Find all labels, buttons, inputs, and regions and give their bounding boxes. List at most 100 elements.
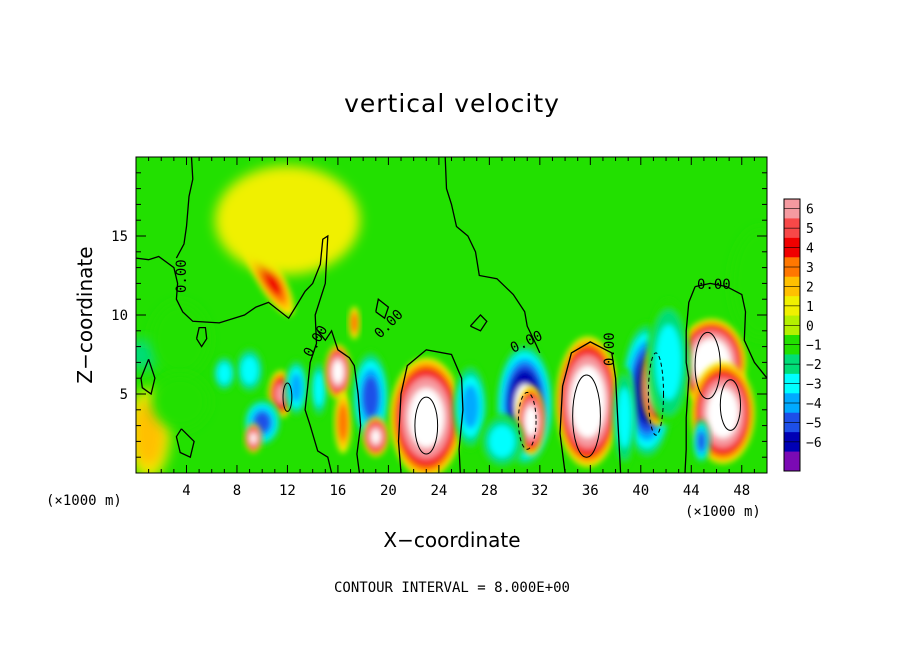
field-band [415,399,438,436]
field-band [151,302,210,376]
x-tick-label: 28 [481,483,498,499]
x-tick-label: 4 [182,483,190,499]
field-cell [151,374,210,430]
contour-line [719,379,741,431]
plot-area [136,157,767,473]
contour-line [694,331,721,400]
field-cell [214,165,361,275]
field-cell [334,391,352,454]
x-tick-label: 36 [582,483,599,499]
contour-labels: 0.00 0.00 0.00 0.00 0.00 0.00 [174,259,731,366]
contour-line [517,391,537,450]
colorbar-label: −3 [806,378,822,393]
colorbar-label: −2 [806,358,822,373]
contour-label: 0.00 [174,259,190,293]
field-band [151,374,210,430]
colorbar-label: 6 [806,203,814,218]
field-cell [212,355,236,392]
contour-line [136,234,333,473]
field-band [371,429,381,444]
field-band [713,397,733,429]
y-tick-label: 5 [120,387,128,403]
field-band [489,425,515,458]
contour-line [444,157,541,354]
field-cell [151,302,210,376]
contour-line [572,374,601,458]
x-tick-label: 32 [531,483,548,499]
x-tick-label: 20 [380,483,397,499]
colorbar-label: 4 [806,242,814,257]
colorbar-label: −5 [806,416,822,431]
x-tick-label: 8 [233,483,241,499]
contour-line [375,298,390,320]
contour-line [140,358,156,396]
field-cell [362,416,389,457]
x-tick-label: 40 [632,483,649,499]
field-band [250,433,257,444]
contour-lines [136,157,767,473]
contour-label: 0.00 [602,332,618,366]
field-cell [731,228,767,338]
colorbar-label: 0 [806,319,814,334]
colorbar-label: 2 [806,280,814,295]
y-tick-label: 15 [111,229,128,245]
y-axis-label: Z−coordinate [73,246,97,383]
contour-line [694,282,767,379]
chart-title: vertical velocity [344,89,560,118]
y-tick-label: 10 [111,308,128,324]
contour-line [559,341,622,473]
field-cell [310,360,328,419]
field-cell [235,346,265,394]
x-axis-ticks: 4 8 12 16 20 24 28 32 36 40 44 48 [148,157,755,499]
field-band [333,363,343,381]
field-cell [348,306,361,340]
field-band [337,404,349,441]
contour-line [282,382,293,412]
field-band [362,376,380,418]
contour-line [195,326,208,348]
field-band [461,384,480,429]
colorbar-label: 1 [806,300,814,315]
x-tick-label: 24 [430,483,447,499]
x-unit-left: (×1000 m) [46,493,122,509]
field-band [655,324,682,401]
field-band [313,372,325,407]
field-cell [284,358,308,417]
contour-line [469,314,488,332]
contour-line [397,349,464,473]
x-tick-label: 44 [683,483,700,499]
field-band [578,383,597,421]
contour-line [175,428,195,459]
y-axis-ticks: 5 10 15 [111,172,767,458]
field-cell [324,344,351,400]
field-cell [516,386,546,456]
contour-line [414,396,439,455]
field-cell [244,423,263,453]
field-band [350,313,358,333]
x-unit-right: (×1000 m) [685,504,761,520]
field-band [217,362,232,385]
field-cell [692,419,711,464]
x-tick-label: 16 [329,483,346,499]
contour-label: 0.00 [697,277,731,293]
x-tick-label: 48 [733,483,750,499]
colorbar-label: −1 [806,339,822,354]
field-band [731,228,767,338]
field-band [214,165,361,275]
field-band [617,387,632,448]
colorbar-frame [783,198,801,472]
colorbar: 6 5 4 3 2 1 0 −1 −2 −3 −4 −5 −6 [783,198,822,472]
contour-interval-note: CONTOUR INTERVAL = 8.000E+00 [334,580,570,596]
colorbar-label: −4 [806,397,822,412]
contour-line [317,329,362,473]
colorbar-label: 5 [806,222,814,237]
field-cell [646,298,691,426]
colorbar-label: −6 [806,436,822,451]
field-band [526,409,536,432]
x-axis-label: X−coordinate [383,528,520,552]
contour-line [647,352,665,436]
contour-line [684,286,696,473]
x-tick-label: 12 [279,483,296,499]
